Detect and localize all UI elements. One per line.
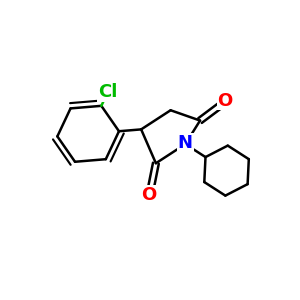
Text: Cl: Cl	[98, 83, 118, 101]
Text: O: O	[218, 92, 233, 110]
Text: N: N	[178, 134, 193, 152]
Text: O: O	[141, 186, 156, 204]
